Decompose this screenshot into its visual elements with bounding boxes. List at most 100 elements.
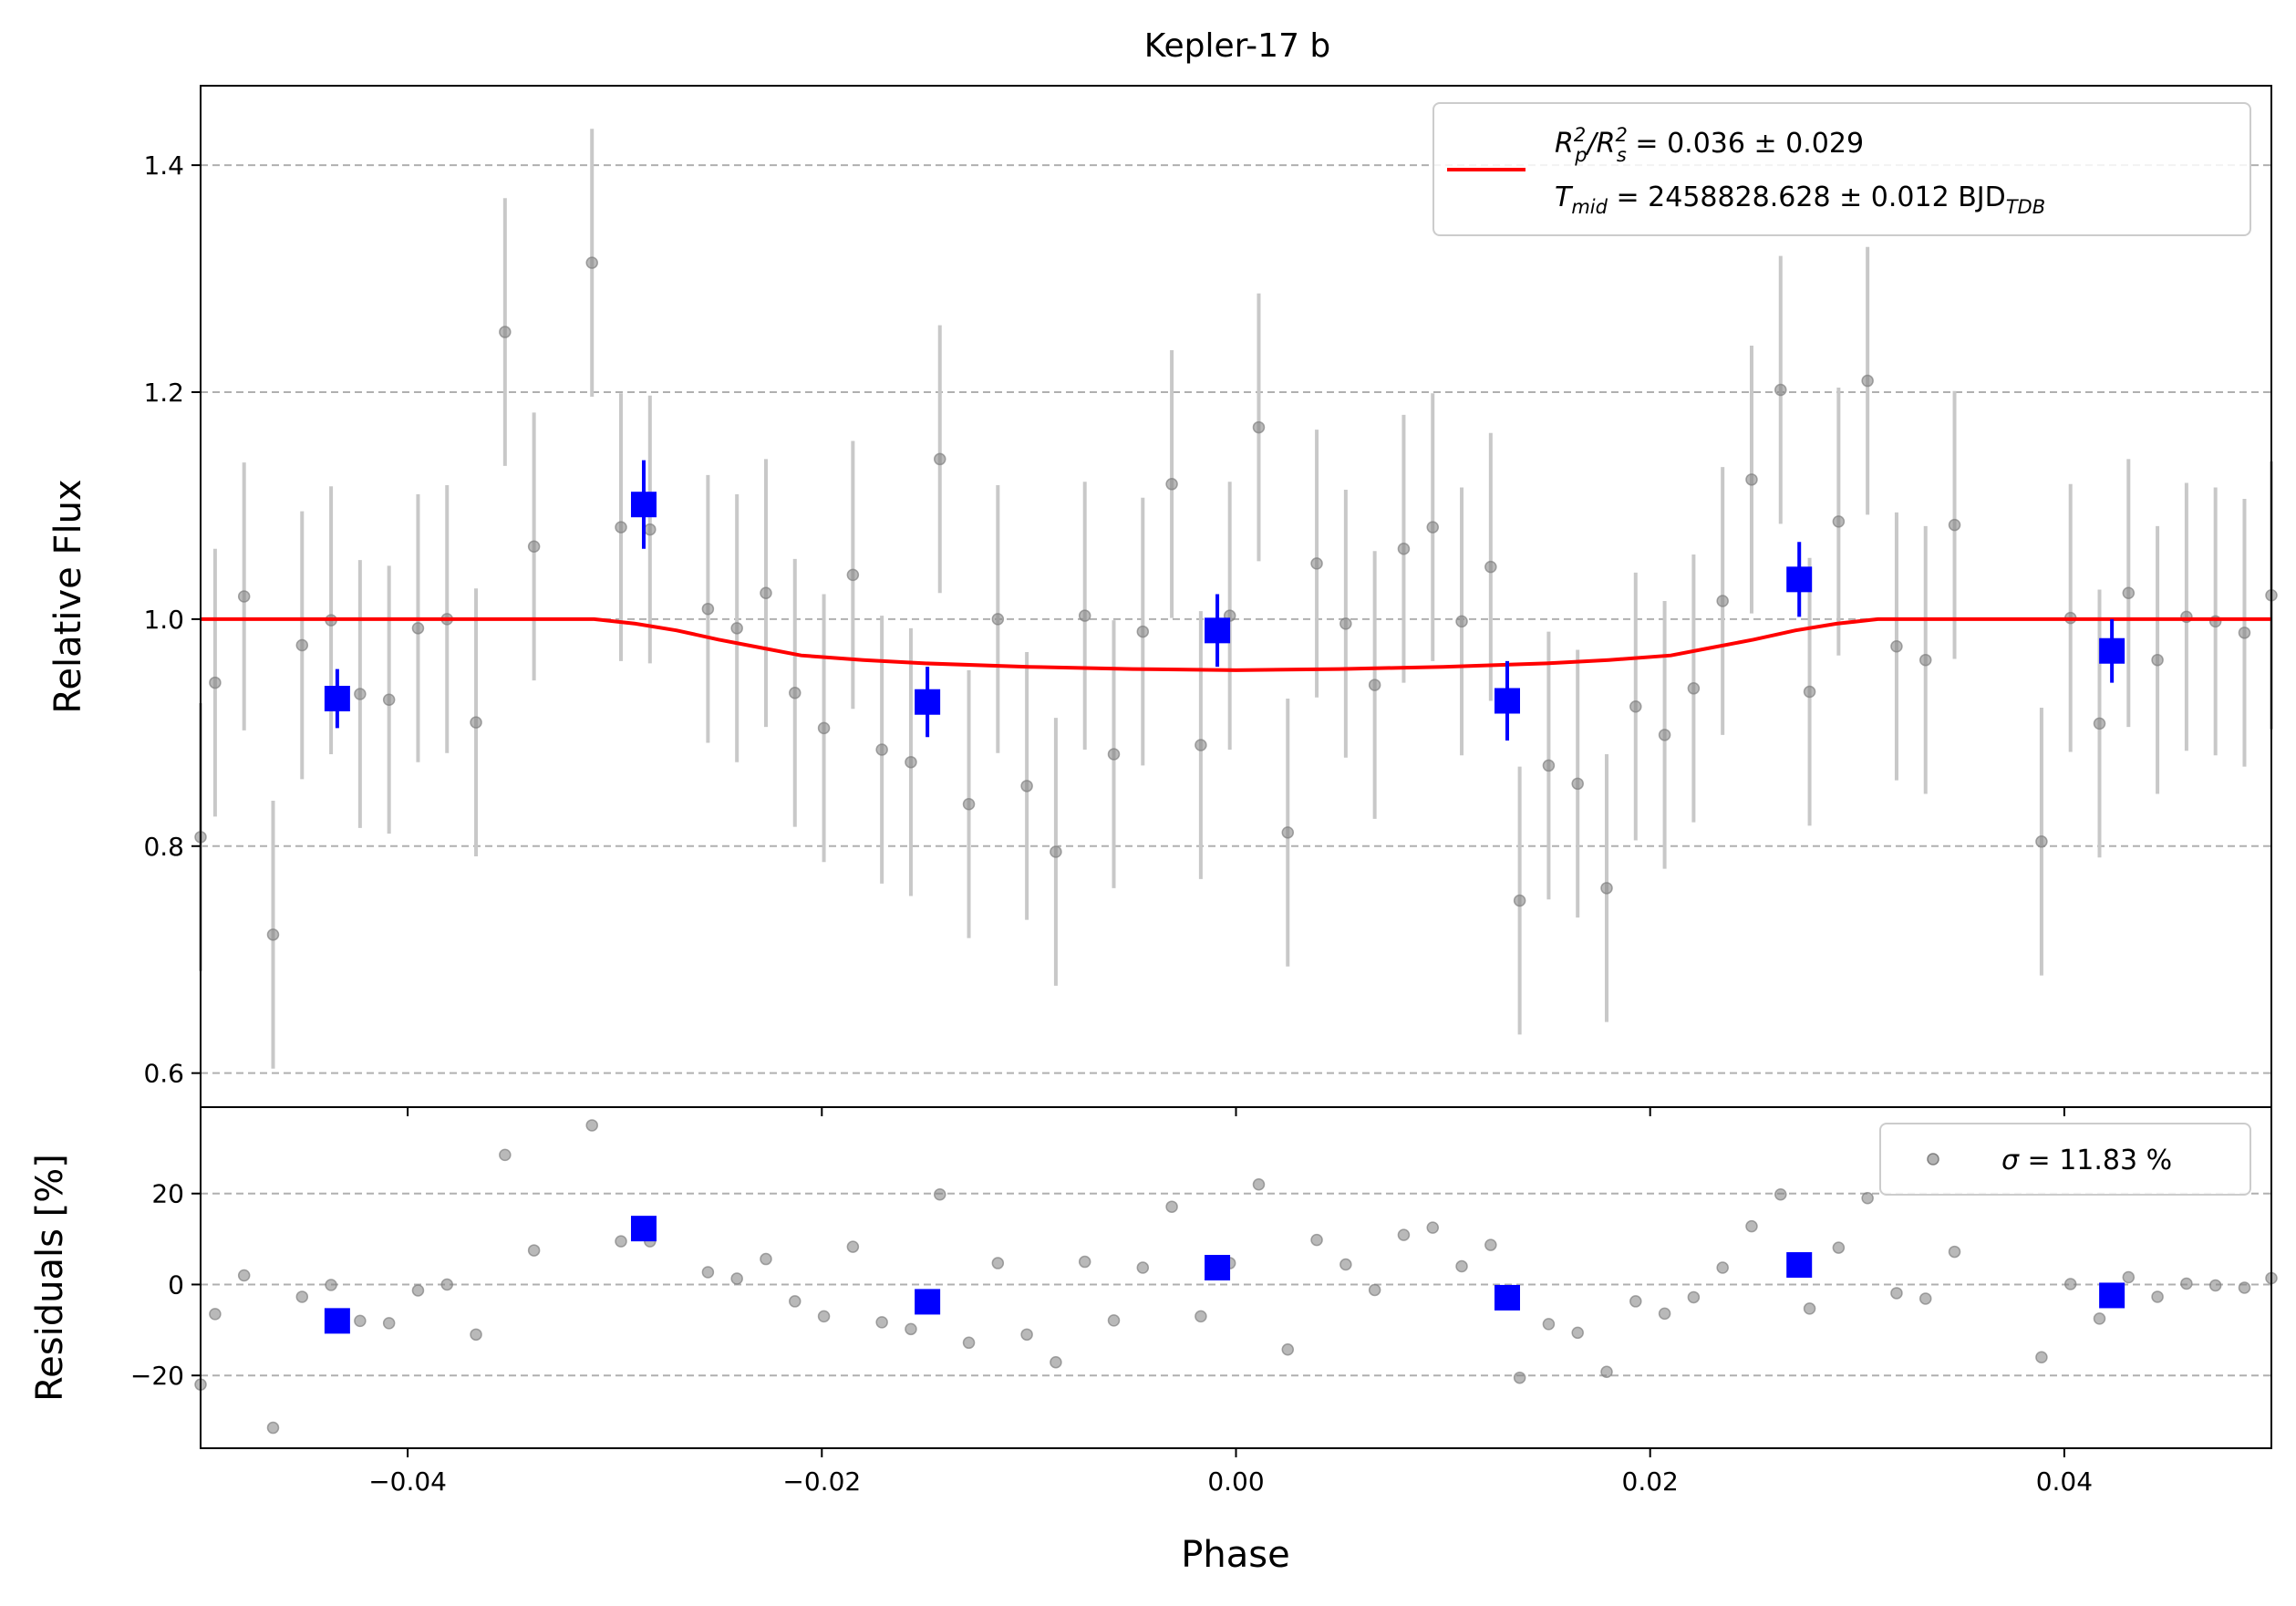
residual-raw-point <box>1020 1328 1033 1342</box>
transit-model-line <box>201 616 2271 672</box>
residuals-panel: −20 0 20 −0.04 −0.02 0.00 0.02 0.04 Residuals … <box>29 1106 2278 1576</box>
residual-raw-point <box>1542 1318 1556 1331</box>
residual-raw-point <box>2122 1270 2136 1284</box>
residual-raw-point <box>846 1240 860 1253</box>
flux-raw-point <box>991 613 1005 626</box>
flux-raw-point <box>354 688 367 700</box>
flux-raw-point <box>1252 420 1266 434</box>
flux-raw-point <box>846 568 860 582</box>
residual-raw-point <box>1774 1187 1787 1201</box>
residual-x-tick-label: 0.00 <box>1207 1466 1264 1497</box>
x-axis-label: Phase <box>1181 1534 1289 1576</box>
flux-raw-point <box>266 928 280 941</box>
residual-raw-point <box>2063 1278 2077 1290</box>
flux-raw-point <box>1050 845 1062 858</box>
residual-raw-point <box>1252 1178 1266 1191</box>
residual-raw-point <box>1658 1307 1671 1321</box>
flux-raw-point <box>1890 640 1903 653</box>
flux-binned-point <box>1205 617 1231 644</box>
residual-raw-point <box>1484 1238 1497 1251</box>
flux-y-ticks: 0.6 0.8 1.0 1.2 1.4 <box>143 150 201 1089</box>
residual-raw-point <box>1919 1292 1932 1305</box>
flux-raw-point <box>615 521 627 534</box>
residual-raw-point <box>760 1252 772 1266</box>
flux-raw-point <box>1745 473 1758 486</box>
residual-raw-point <box>440 1278 453 1291</box>
flux-raw-point <box>760 586 772 600</box>
residual-binned-point <box>324 1308 350 1334</box>
flux-y-axis-label: Relative Flux <box>47 479 89 713</box>
flux-raw-point <box>1861 374 1874 388</box>
residual-binned-point <box>915 1289 941 1315</box>
flux-raw-point <box>527 540 541 553</box>
residual-raw-point <box>470 1328 482 1342</box>
residual-y-tick-label: 20 <box>151 1179 184 1209</box>
residual-raw-point <box>905 1322 917 1336</box>
residual-raw-point <box>499 1148 512 1162</box>
residual-raw-point <box>1629 1295 1642 1308</box>
residual-raw-point <box>615 1235 627 1248</box>
residual-raw-point <box>1716 1261 1729 1274</box>
flux-raw-point <box>2151 653 2164 667</box>
flux-raw-point <box>1542 759 1556 772</box>
chart-title: Kepler-17 b <box>1144 27 1331 65</box>
residual-raw-point <box>411 1284 425 1297</box>
residual-raw-point <box>1890 1287 1903 1300</box>
flux-binned-point <box>324 686 350 711</box>
residual-raw-point <box>1050 1356 1062 1369</box>
flux-raw-point <box>2093 717 2106 730</box>
model-legend: R2 p/R2 s = 0.036 ± 0.029 Tmid = 2458828.6… <box>1432 102 2251 236</box>
residual-raw-point <box>1368 1283 1381 1297</box>
residual-x-tick-label: 0.02 <box>1622 1466 1679 1497</box>
residual-raw-point <box>1136 1261 1150 1274</box>
flux-raw-point <box>817 721 831 735</box>
flux-raw-point <box>789 687 802 699</box>
depth-legend-text: R2 p/R2 s = 0.036 ± 0.029 <box>1555 124 1864 166</box>
residual-raw-point <box>962 1336 976 1350</box>
flux-raw-point <box>382 693 396 706</box>
flux-raw-point <box>1919 653 1932 667</box>
residual-x-tick-label: −0.02 <box>782 1466 861 1497</box>
residual-raw-point <box>1687 1290 1701 1304</box>
flux-raw-point <box>644 523 657 536</box>
residual-raw-point <box>2151 1290 2164 1303</box>
residual-binned-point <box>630 1216 657 1242</box>
residual-raw-point <box>1281 1343 1295 1356</box>
sigma-legend-marker <box>1927 1153 1939 1166</box>
residual-raw-point <box>1571 1326 1584 1340</box>
residual-raw-point <box>1426 1221 1439 1234</box>
flux-raw-point <box>1658 729 1671 741</box>
flux-raw-point <box>1600 882 1613 895</box>
residual-raw-point <box>817 1310 831 1323</box>
residual-y-axis-label: Residuals [%] <box>29 1154 71 1402</box>
flux-raw-point <box>1426 521 1439 534</box>
flux-raw-point <box>1078 609 1091 622</box>
flux-raw-point <box>1484 560 1497 574</box>
residual-binned-points <box>324 1216 2125 1334</box>
residual-raw-point <box>1195 1310 1207 1323</box>
tmid-legend-text: Tmid = 2458828.628 ± 0.012 BJDTDB <box>1555 181 2045 218</box>
flux-raw-point <box>1455 615 1468 628</box>
flux-binned-point <box>2099 637 2125 664</box>
flux-y-tick-label: 1.4 <box>143 150 184 181</box>
residual-y-tick-label: 0 <box>168 1269 184 1300</box>
flux-axes-frame <box>200 85 2272 1108</box>
residual-raw-point <box>2093 1312 2106 1325</box>
residual-raw-point <box>295 1290 309 1303</box>
flux-raw-point <box>1020 780 1033 793</box>
flux-raw-point <box>470 716 482 729</box>
residual-raw-point <box>1310 1233 1323 1247</box>
flux-raw-point <box>1948 518 1961 532</box>
flux-binned-points <box>324 460 2125 741</box>
model-legend-box <box>1432 102 2251 236</box>
residual-raw-point <box>209 1308 222 1321</box>
residual-raw-point <box>2238 1281 2251 1294</box>
sigma-legend-box <box>1879 1123 2251 1196</box>
residual-raw-point <box>875 1316 888 1329</box>
residual-raw-point <box>1832 1241 1846 1254</box>
flux-raw-point <box>1107 748 1121 761</box>
flux-raw-point <box>701 602 715 616</box>
residual-binned-point <box>1786 1252 1813 1279</box>
flux-errorbars <box>199 129 2273 1069</box>
